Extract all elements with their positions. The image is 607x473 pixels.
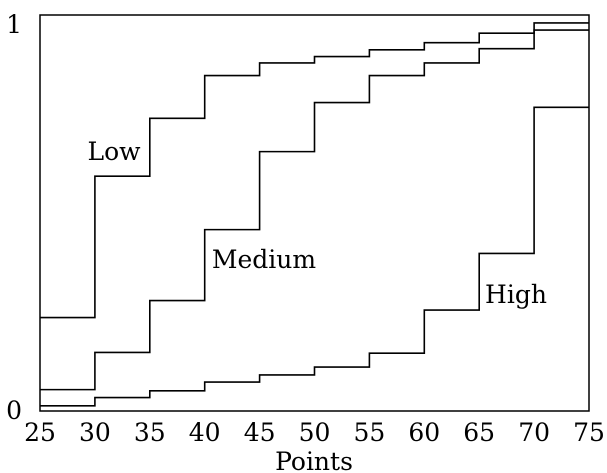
x-axis-title: Points bbox=[275, 447, 353, 473]
x-tick-label: 75 bbox=[573, 418, 605, 447]
x-tick-label: 40 bbox=[189, 418, 221, 447]
x-tick-label: 30 bbox=[79, 418, 111, 447]
y-tick-label: 0 bbox=[6, 396, 22, 425]
series-label-high: High bbox=[485, 280, 547, 309]
series-line-high bbox=[40, 106, 589, 407]
y-tick-labels: 01 bbox=[6, 10, 22, 425]
y-tick-label: 1 bbox=[6, 10, 22, 39]
x-tick-label: 65 bbox=[463, 418, 495, 447]
series-layer bbox=[40, 22, 589, 407]
x-tick-labels: 25 30 35 40 45 50 55 60 65 70 75 bbox=[24, 418, 605, 447]
x-tick-label: 60 bbox=[408, 418, 440, 447]
series-label-low: Low bbox=[87, 137, 141, 166]
x-tick-label: 45 bbox=[244, 418, 276, 447]
series-label-medium: Medium bbox=[212, 245, 316, 274]
x-tick-label: 35 bbox=[134, 418, 166, 447]
x-tick-label: 55 bbox=[353, 418, 385, 447]
plot-frame bbox=[39, 14, 590, 412]
x-tick-label: 50 bbox=[299, 418, 331, 447]
x-tick-label: 25 bbox=[24, 418, 56, 447]
series-line-medium bbox=[40, 29, 589, 391]
series-line-low bbox=[40, 22, 589, 319]
x-tick-label: 70 bbox=[518, 418, 550, 447]
series-labels: Low Medium High bbox=[87, 137, 546, 309]
